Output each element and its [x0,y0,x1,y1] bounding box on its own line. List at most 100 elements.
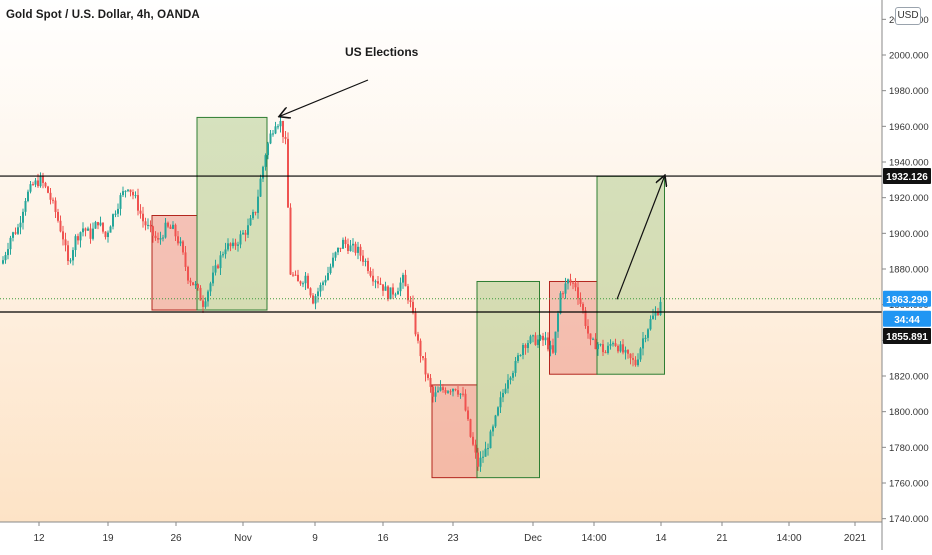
candle-down[interactable] [169,226,172,229]
candle-down[interactable] [617,345,619,352]
candle-down[interactable] [57,211,59,221]
candle-up[interactable] [162,237,164,239]
candle-down[interactable] [629,353,632,359]
candle-up[interactable] [109,226,112,233]
candle-down[interactable] [197,284,199,288]
candle-up[interactable] [504,388,507,393]
candle-up[interactable] [34,180,37,185]
candle-down[interactable] [574,283,577,288]
candle-up[interactable] [74,236,77,251]
candle-down[interactable] [157,238,159,240]
candle-down[interactable] [344,239,347,245]
candle-down[interactable] [137,195,139,211]
candle-down[interactable] [174,224,177,237]
candle-up[interactable] [639,348,642,360]
candle-up[interactable] [279,120,282,127]
candle-down[interactable] [292,274,294,276]
candle-up[interactable] [259,178,262,197]
candle-up[interactable] [39,175,42,187]
candle-down[interactable] [47,186,49,193]
candle-up[interactable] [654,312,657,316]
candle-down[interactable] [54,200,57,212]
candle-up[interactable] [242,232,244,235]
candle-down[interactable] [217,265,219,269]
candle-up[interactable] [537,339,539,345]
candle-up[interactable] [554,331,557,353]
candle-down[interactable] [32,184,34,186]
candle-up[interactable] [69,260,72,262]
candle-up[interactable] [319,284,322,292]
candle-down[interactable] [454,389,457,391]
candle-down[interactable] [379,283,382,285]
candle-down[interactable] [449,391,452,393]
candle-up[interactable] [262,166,264,179]
candle-up[interactable] [7,249,9,256]
candle-up[interactable] [599,344,602,346]
candle-up[interactable] [119,195,122,209]
candle-down[interactable] [154,235,157,239]
candle-down[interactable] [309,288,312,296]
candle-down[interactable] [472,436,474,445]
candle-down[interactable] [97,222,99,226]
candle-up[interactable] [384,286,387,291]
candle-up[interactable] [394,294,397,296]
candle-down[interactable] [552,345,554,353]
candle-up[interactable] [399,282,402,292]
candle-up[interactable] [642,338,644,349]
candle-down[interactable] [244,232,247,235]
candle-up[interactable] [317,291,319,297]
candle-down[interactable] [347,244,349,251]
price-tag[interactable]: 34:44 [883,310,931,327]
candle-down[interactable] [422,356,424,359]
candle-up[interactable] [559,293,562,314]
candle-down[interactable] [289,207,292,275]
candle-down[interactable] [427,374,429,378]
candle-down[interactable] [572,282,574,284]
candle-up[interactable] [509,377,512,380]
candle-up[interactable] [172,224,174,229]
candle-up[interactable] [517,355,519,362]
candle-up[interactable] [82,228,84,233]
candle-up[interactable] [122,191,124,196]
candle-up[interactable] [222,254,224,256]
candle-up[interactable] [224,249,227,255]
candle-up[interactable] [272,133,274,135]
candle-down[interactable] [534,335,537,345]
candle-down[interactable] [149,224,152,227]
candle-up[interactable] [374,281,377,283]
candle-down[interactable] [104,231,107,238]
candle-up[interactable] [264,155,267,167]
candle-down[interactable] [604,352,607,354]
candle-down[interactable] [167,222,169,227]
candle-up[interactable] [2,260,4,264]
candle-up[interactable] [22,211,24,223]
candle-up[interactable] [332,257,334,267]
candle-down[interactable] [152,226,154,236]
projection-arrow[interactable] [616,176,665,300]
candle-down[interactable] [254,211,257,213]
candle-up[interactable] [227,243,229,250]
red-zone-box[interactable] [549,280,598,375]
candle-up[interactable] [452,389,454,392]
price-tag[interactable]: 1932.126 [883,168,931,185]
candle-up[interactable] [494,415,497,427]
candle-up[interactable] [4,255,7,261]
candle-up[interactable] [9,237,12,250]
candle-down[interactable] [49,192,52,200]
candle-down[interactable] [139,210,142,214]
candle-down[interactable] [359,246,362,256]
candle-down[interactable] [59,220,62,232]
candle-down[interactable] [614,343,617,346]
candle-up[interactable] [322,282,324,285]
candle-up[interactable] [269,133,272,144]
candle-up[interactable] [249,218,252,226]
candle-down[interactable] [602,344,604,353]
candle-down[interactable] [419,340,422,357]
candle-down[interactable] [584,310,587,327]
candle-up[interactable] [437,390,439,393]
candle-up[interactable] [397,291,399,295]
candle-up[interactable] [514,361,517,373]
candle-up[interactable] [302,283,304,285]
candle-up[interactable] [124,190,127,192]
